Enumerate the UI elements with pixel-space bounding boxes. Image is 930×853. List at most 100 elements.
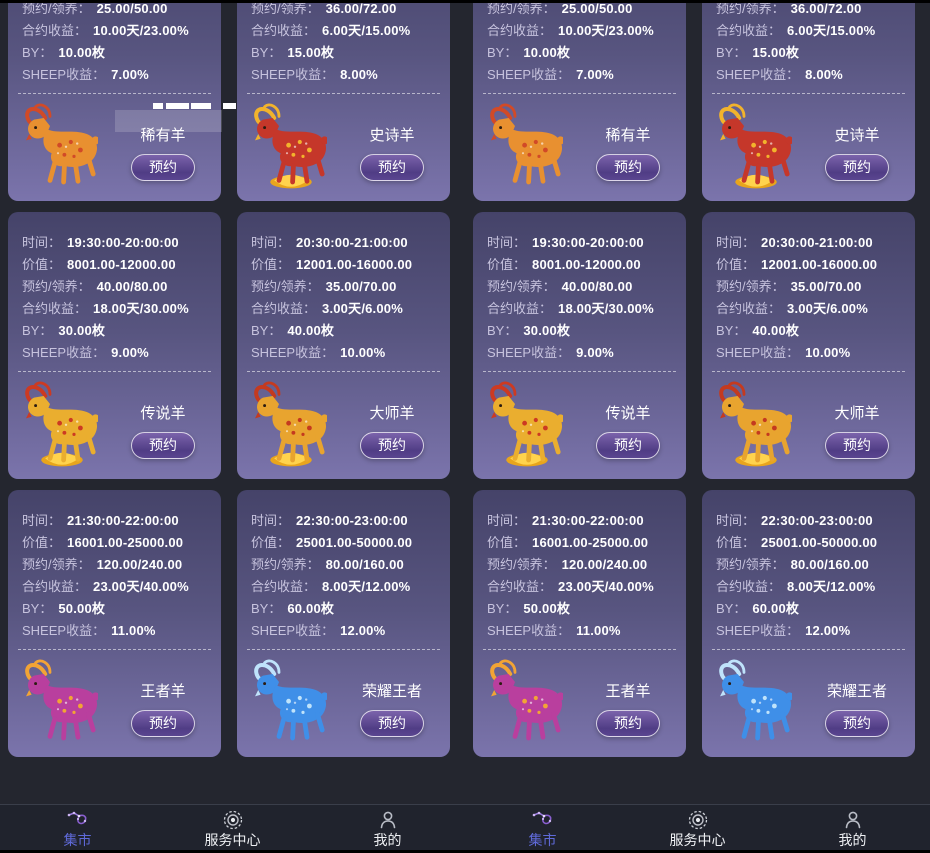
by-value: 60.00枚 bbox=[287, 601, 335, 616]
yield-label: SHEEP收益： bbox=[251, 623, 335, 638]
reserve-label: 预约/领养： bbox=[716, 557, 785, 572]
value-line: 价值： 12001.00-16000.00 bbox=[251, 254, 440, 276]
sheep-icon bbox=[247, 100, 329, 192]
reserve-value: 36.00/72.00 bbox=[325, 1, 397, 16]
yield-label: SHEEP收益： bbox=[716, 67, 800, 82]
contract-line: 合约收益： 8.00天/12.00% bbox=[716, 576, 905, 598]
nav-item-profile[interactable]: 我的 bbox=[310, 805, 465, 850]
value-label: 价值： bbox=[487, 535, 527, 550]
by-value: 15.00枚 bbox=[752, 45, 800, 60]
dashed-divider bbox=[483, 649, 676, 650]
contract-value: 8.00天/12.00% bbox=[787, 579, 876, 594]
nav-label: 我的 bbox=[373, 832, 402, 848]
reserve-label: 预约/领养： bbox=[251, 279, 320, 294]
time-value: 19:30:00-20:00:00 bbox=[67, 235, 179, 250]
nav-item-market[interactable]: 集市 bbox=[0, 805, 155, 850]
sheep-icon bbox=[712, 378, 794, 470]
card-stats: 时间： 22:30:00-23:00:00 价值： 25001.00-50000.0… bbox=[702, 490, 915, 642]
contract-label: 合约收益： bbox=[22, 579, 88, 594]
sheep-card: 时间： 21:30:00-22:00:00 价值： 16001.00-25000.0… bbox=[8, 490, 221, 757]
yield-label: SHEEP收益： bbox=[487, 623, 571, 638]
dashed-divider bbox=[18, 93, 211, 94]
yield-line: SHEEP收益： 11.00% bbox=[487, 620, 676, 642]
nav-item-market[interactable]: 集市 bbox=[465, 805, 620, 850]
profile-icon bbox=[845, 811, 860, 829]
card-stats: 时间： 价值： 预约/领养：25.00/50.00 合约收益：10.00天/23… bbox=[8, 0, 221, 86]
render-artifact bbox=[115, 103, 236, 132]
reserve-value: 120.00/240.00 bbox=[561, 557, 648, 572]
reserve-value: 36.00/72.00 bbox=[790, 1, 862, 16]
contract-label: 合约收益： bbox=[22, 23, 88, 38]
nav-item-profile[interactable]: 我的 bbox=[775, 805, 930, 850]
by-value: 10.00枚 bbox=[58, 45, 106, 60]
time-value: 21:30:00-22:00:00 bbox=[532, 513, 644, 528]
yield-value: 12.00% bbox=[340, 623, 386, 638]
yield-label: SHEEP收益： bbox=[716, 345, 800, 360]
sheep-name: 大师羊 bbox=[369, 405, 415, 422]
reserve-button[interactable]: 预约 bbox=[131, 710, 195, 737]
reserve-button[interactable]: 预约 bbox=[596, 710, 660, 737]
reserve-button[interactable]: 预约 bbox=[360, 432, 424, 459]
contract-label: 合约收益： bbox=[716, 579, 782, 594]
reserve-button[interactable]: 预约 bbox=[131, 154, 195, 181]
contract-line: 合约收益： 18.00天/30.00% bbox=[22, 298, 211, 320]
nav-item-service-center[interactable]: 服务中心 bbox=[620, 805, 775, 850]
contract-label: 合约收益： bbox=[716, 301, 782, 316]
contract-value: 8.00天/12.00% bbox=[322, 579, 411, 594]
time-value: 22:30:00-23:00:00 bbox=[761, 513, 873, 528]
reserve-button[interactable]: 预约 bbox=[825, 432, 889, 459]
sheep-name: 大师羊 bbox=[834, 405, 880, 422]
contract-line: 合约收益： 23.00天/40.00% bbox=[487, 576, 676, 598]
time-label: 时间： bbox=[716, 235, 756, 250]
yield-line: SHEEP收益： 9.00% bbox=[22, 342, 211, 364]
value-value: 16001.00-25000.00 bbox=[532, 535, 649, 550]
sheep-card: 时间： 20:30:00-21:00:00 价值： 12001.00-16000.0… bbox=[702, 212, 915, 479]
by-label: BY： bbox=[251, 601, 282, 616]
service-center-icon bbox=[688, 810, 707, 830]
reserve-label: 预约/领养： bbox=[487, 557, 556, 572]
by-line: BY： 40.00枚 bbox=[716, 320, 905, 342]
reserve-button[interactable]: 预约 bbox=[360, 710, 424, 737]
reserve-button[interactable]: 预约 bbox=[131, 432, 195, 459]
reserve-button[interactable]: 预约 bbox=[596, 432, 660, 459]
yield-label: SHEEP收益： bbox=[251, 345, 335, 360]
reserve-button[interactable]: 预约 bbox=[596, 154, 660, 181]
time-line: 时间： 21:30:00-22:00:00 bbox=[487, 510, 676, 532]
reserve-line: 预约/领养： 80.00/160.00 bbox=[251, 554, 440, 576]
value-line: 价值： 12001.00-16000.00 bbox=[716, 254, 905, 276]
yield-value: 9.00% bbox=[111, 345, 149, 360]
reserve-line: 预约/领养： 120.00/240.00 bbox=[22, 554, 211, 576]
card-stats: 时间： 20:30:00-21:00:00 价值： 12001.00-16000.0… bbox=[702, 212, 915, 364]
reserve-button[interactable]: 预约 bbox=[360, 154, 424, 181]
sheep-card: 时间： 22:30:00-23:00:00 价值： 25001.00-50000.0… bbox=[237, 490, 450, 757]
contract-line: 合约收益： 3.00天/6.00% bbox=[716, 298, 905, 320]
reserve-label: 预约/领养： bbox=[716, 279, 785, 294]
market-icon bbox=[532, 811, 551, 825]
sheep-card: 时间： 价值： 预约/领养：36.00/72.00 合约收益：6.00天/15.… bbox=[237, 0, 450, 201]
contract-value: 10.00天/23.00% bbox=[558, 23, 654, 38]
sheep-name: 稀有羊 bbox=[605, 127, 651, 144]
card-stats: 时间： 19:30:00-20:00:00 价值： 8001.00-12000.00… bbox=[8, 212, 221, 364]
by-value: 50.00枚 bbox=[58, 601, 106, 616]
nav-label: 服务中心 bbox=[669, 832, 726, 848]
contract-label: 合约收益： bbox=[487, 23, 553, 38]
card-stats: 时间： 20:30:00-21:00:00 价值： 12001.00-16000.0… bbox=[237, 212, 450, 364]
contract-value: 10.00天/23.00% bbox=[93, 23, 189, 38]
value-label: 价值： bbox=[22, 535, 62, 550]
time-label: 时间： bbox=[716, 513, 756, 528]
card-stats: 时间： 19:30:00-20:00:00 价值： 8001.00-12000.00… bbox=[473, 212, 686, 364]
dashed-divider bbox=[247, 649, 440, 650]
reserve-button[interactable]: 预约 bbox=[825, 710, 889, 737]
yield-line: SHEEP收益： 10.00% bbox=[716, 342, 905, 364]
sheep-card: 时间： 价值： 预约/领养：25.00/50.00 合约收益：10.00天/23… bbox=[473, 0, 686, 201]
value-value: 12001.00-16000.00 bbox=[761, 257, 878, 272]
time-label: 时间： bbox=[487, 513, 527, 528]
nav-item-service-center[interactable]: 服务中心 bbox=[155, 805, 310, 850]
service-center-icon bbox=[223, 810, 242, 830]
yield-label: SHEEP收益： bbox=[22, 67, 106, 82]
contract-value: 18.00天/30.00% bbox=[558, 301, 654, 316]
by-value: 15.00枚 bbox=[287, 45, 335, 60]
yield-value: 8.00% bbox=[340, 67, 378, 82]
reserve-button[interactable]: 预约 bbox=[825, 154, 889, 181]
sheep-card: 时间： 20:30:00-21:00:00 价值： 12001.00-16000.0… bbox=[237, 212, 450, 479]
